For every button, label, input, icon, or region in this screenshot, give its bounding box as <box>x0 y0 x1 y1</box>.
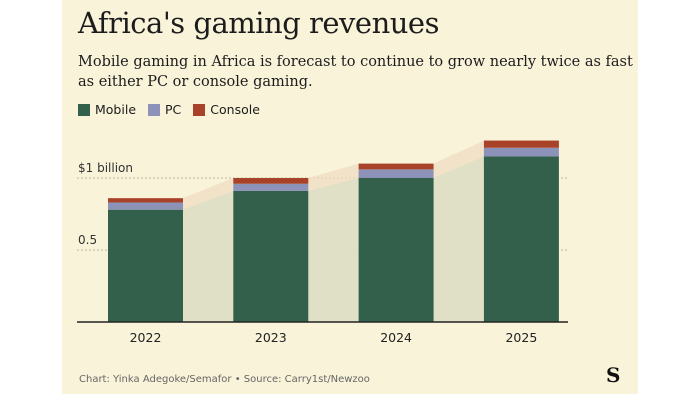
bar-mobile-2022 <box>108 209 183 322</box>
bar-pc-2023 <box>233 183 309 191</box>
legend-item-mobile: Mobile <box>78 102 136 117</box>
x-tick-label: 2024 <box>380 330 412 345</box>
x-tick-label: 2022 <box>130 330 162 345</box>
bar-mobile-2023 <box>233 190 309 322</box>
connector-area <box>433 156 484 322</box>
legend-item-pc: PC <box>148 102 181 117</box>
x-tick-label: 2023 <box>255 330 287 345</box>
bar-pc-2024 <box>358 169 434 178</box>
chart-subtitle: Mobile gaming in Africa is forecast to c… <box>78 54 633 90</box>
legend-label-console: Console <box>210 102 260 117</box>
bar-pc-2022 <box>108 202 183 210</box>
connector-area <box>183 190 234 322</box>
legend-label-mobile: Mobile <box>95 102 137 117</box>
bar-console-2025 <box>483 140 559 148</box>
y-tick-label: 0.5 <box>78 233 97 247</box>
chart-credit: Chart: Yinka Adegoke/Semafor • Source: C… <box>79 374 370 385</box>
bar-console-2023 <box>233 178 309 184</box>
bar-mobile-2024 <box>358 178 434 322</box>
legend-swatch-mobile <box>78 103 90 116</box>
x-tick-label: 2025 <box>505 330 537 345</box>
legend-item-console: Console <box>193 102 260 117</box>
bar-mobile-2025 <box>483 156 559 322</box>
semafor-logo: S <box>606 363 621 387</box>
chart-title: Africa's gaming revenues <box>78 6 439 40</box>
legend-label-pc: PC <box>165 102 182 117</box>
y-tick-label: $1 billion <box>78 161 133 175</box>
chart-card: Africa's gaming revenues Mobile gaming i… <box>62 0 638 394</box>
bar-pc-2025 <box>483 147 559 157</box>
legend: Mobile PC Console <box>78 102 260 117</box>
bar-console-2022 <box>108 198 183 203</box>
bar-console-2024 <box>358 163 434 170</box>
connector-area <box>308 178 359 322</box>
legend-swatch-console <box>193 103 206 116</box>
legend-swatch-pc <box>148 103 161 116</box>
plot-area: 0.5 $1 billion 2022 2023 2024 2025 <box>77 140 568 345</box>
